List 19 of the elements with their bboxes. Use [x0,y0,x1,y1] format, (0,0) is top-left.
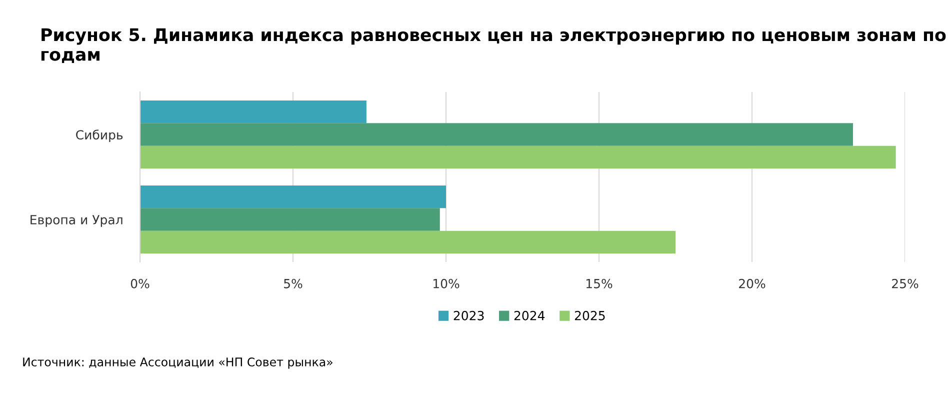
x-tick-label: 5% [284,278,302,288]
x-tick-label: 10% [433,278,460,288]
legend-label: 2025 [574,310,605,320]
x-tick-label: 20% [739,278,766,288]
legend-label: 2024 [514,310,545,320]
x-tick-label: 25% [892,278,918,288]
bar [140,186,446,208]
bar [140,208,440,231]
text: Источник: данные Ассоциации «НП Совет рынка» [23,357,332,369]
y-tick-label: Европа и Урал [30,215,122,227]
chart-title: Рисунок 5. Динамика индекса равновесных цен на электроэнергию по ценовым зонам по годам [41,28,946,64]
y-tick-label: Сибирь [76,130,123,142]
bar [140,100,366,124]
legend-label: 2023 [454,310,484,320]
bar [140,230,676,254]
bar [140,146,896,168]
bar [140,123,853,146]
x-tick-label: 15% [586,278,612,288]
x-tick-label: 0% [130,278,150,288]
